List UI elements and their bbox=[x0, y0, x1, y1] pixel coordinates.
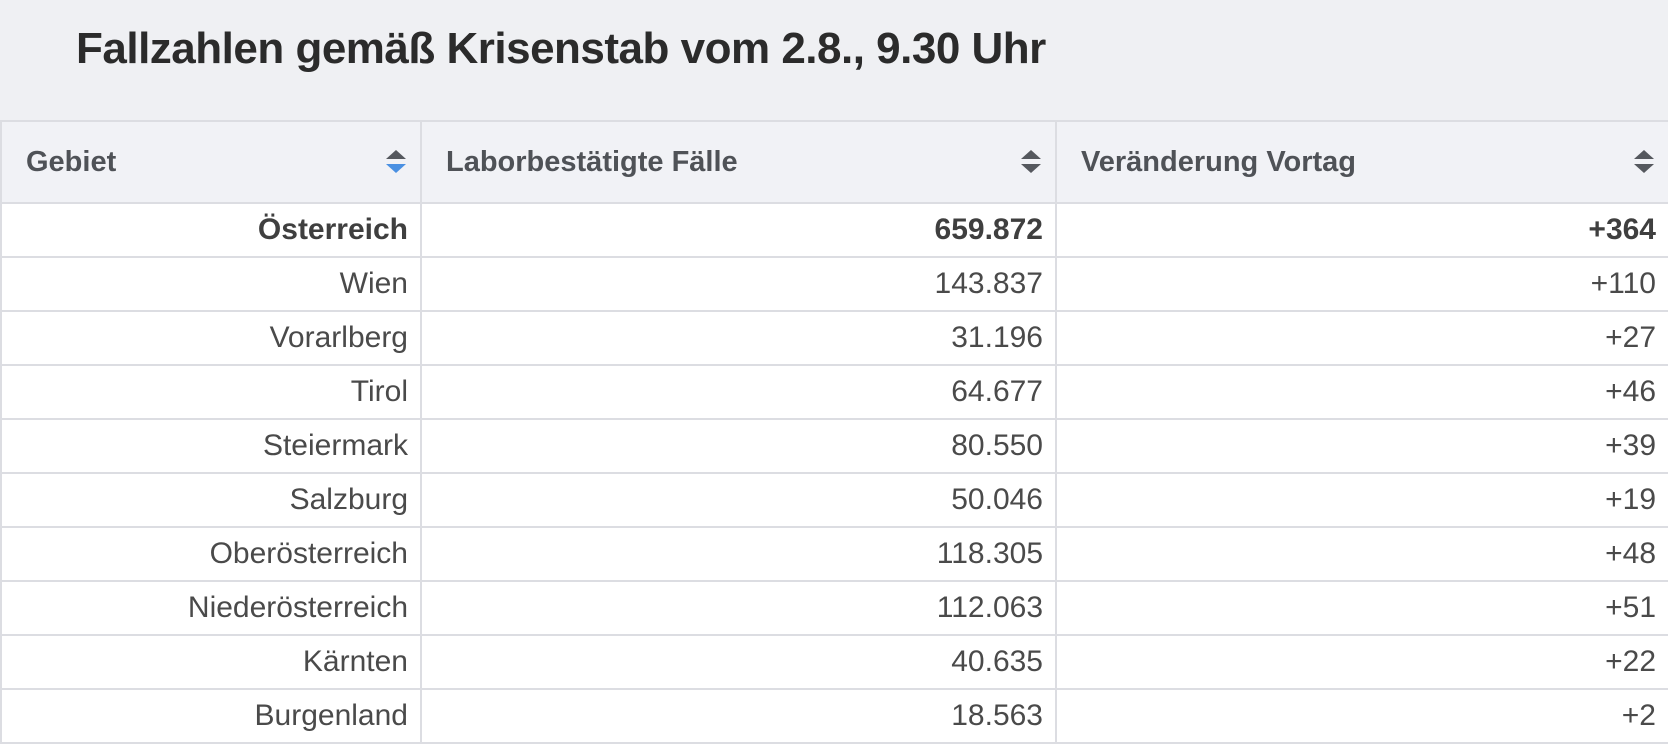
cell-veraenderung: +364 bbox=[1055, 202, 1668, 258]
sort-ascending-icon[interactable] bbox=[384, 148, 408, 176]
cell-faelle: 50.046 bbox=[420, 472, 1057, 528]
cell-veraenderung: +22 bbox=[1055, 634, 1668, 690]
table-row: Salzburg 50.046 +19 bbox=[0, 472, 1668, 528]
cell-faelle: 80.550 bbox=[420, 418, 1057, 474]
cell-gebiet: Vorarlberg bbox=[0, 310, 422, 366]
sort-icon[interactable] bbox=[1632, 148, 1656, 176]
cell-gebiet: Wien bbox=[0, 256, 422, 312]
cell-gebiet: Niederösterreich bbox=[0, 580, 422, 636]
column-header-veraenderung[interactable]: Veränderung Vortag bbox=[1055, 120, 1668, 204]
cell-veraenderung: +46 bbox=[1055, 364, 1668, 420]
cell-faelle: 64.677 bbox=[420, 364, 1057, 420]
cell-gebiet: Salzburg bbox=[0, 472, 422, 528]
column-header-faelle[interactable]: Laborbestätigte Fälle bbox=[420, 120, 1057, 204]
cell-gebiet: Österreich bbox=[0, 202, 422, 258]
cell-faelle: 659.872 bbox=[420, 202, 1057, 258]
cell-faelle: 31.196 bbox=[420, 310, 1057, 366]
table-row: Burgenland 18.563 +2 bbox=[0, 688, 1668, 744]
table-row: Steiermark 80.550 +39 bbox=[0, 418, 1668, 474]
cell-faelle: 143.837 bbox=[420, 256, 1057, 312]
cell-faelle: 18.563 bbox=[420, 688, 1057, 744]
column-header-label: Laborbestätigte Fälle bbox=[446, 145, 738, 178]
page-title: Fallzahlen gemäß Krisenstab vom 2.8., 9.… bbox=[76, 24, 1046, 73]
cell-veraenderung: +19 bbox=[1055, 472, 1668, 528]
cell-veraenderung: +39 bbox=[1055, 418, 1668, 474]
column-header-gebiet[interactable]: Gebiet bbox=[0, 120, 422, 204]
cell-veraenderung: +27 bbox=[1055, 310, 1668, 366]
sort-icon[interactable] bbox=[1019, 148, 1043, 176]
table-header-row: Gebiet Laborbestätigte Fälle bbox=[0, 120, 1668, 204]
table-row: Kärnten 40.635 +22 bbox=[0, 634, 1668, 690]
cell-gebiet: Steiermark bbox=[0, 418, 422, 474]
table-row: Tirol 64.677 +46 bbox=[0, 364, 1668, 420]
cell-veraenderung: +2 bbox=[1055, 688, 1668, 744]
cell-veraenderung: +51 bbox=[1055, 580, 1668, 636]
cell-veraenderung: +48 bbox=[1055, 526, 1668, 582]
case-table: Gebiet Laborbestätigte Fälle bbox=[0, 120, 1668, 744]
cell-faelle: 40.635 bbox=[420, 634, 1057, 690]
table-row: Vorarlberg 31.196 +27 bbox=[0, 310, 1668, 366]
column-header-label: Veränderung Vortag bbox=[1081, 145, 1357, 178]
cell-faelle: 112.063 bbox=[420, 580, 1057, 636]
cell-veraenderung: +110 bbox=[1055, 256, 1668, 312]
table-row: Oberösterreich 118.305 +48 bbox=[0, 526, 1668, 582]
table-row-total: Österreich 659.872 +364 bbox=[0, 202, 1668, 258]
cell-gebiet: Oberösterreich bbox=[0, 526, 422, 582]
cell-gebiet: Tirol bbox=[0, 364, 422, 420]
cell-gebiet: Burgenland bbox=[0, 688, 422, 744]
table-row: Wien 143.837 +110 bbox=[0, 256, 1668, 312]
cell-faelle: 118.305 bbox=[420, 526, 1057, 582]
column-header-label: Gebiet bbox=[26, 145, 117, 178]
cell-gebiet: Kärnten bbox=[0, 634, 422, 690]
table-row: Niederösterreich 112.063 +51 bbox=[0, 580, 1668, 636]
